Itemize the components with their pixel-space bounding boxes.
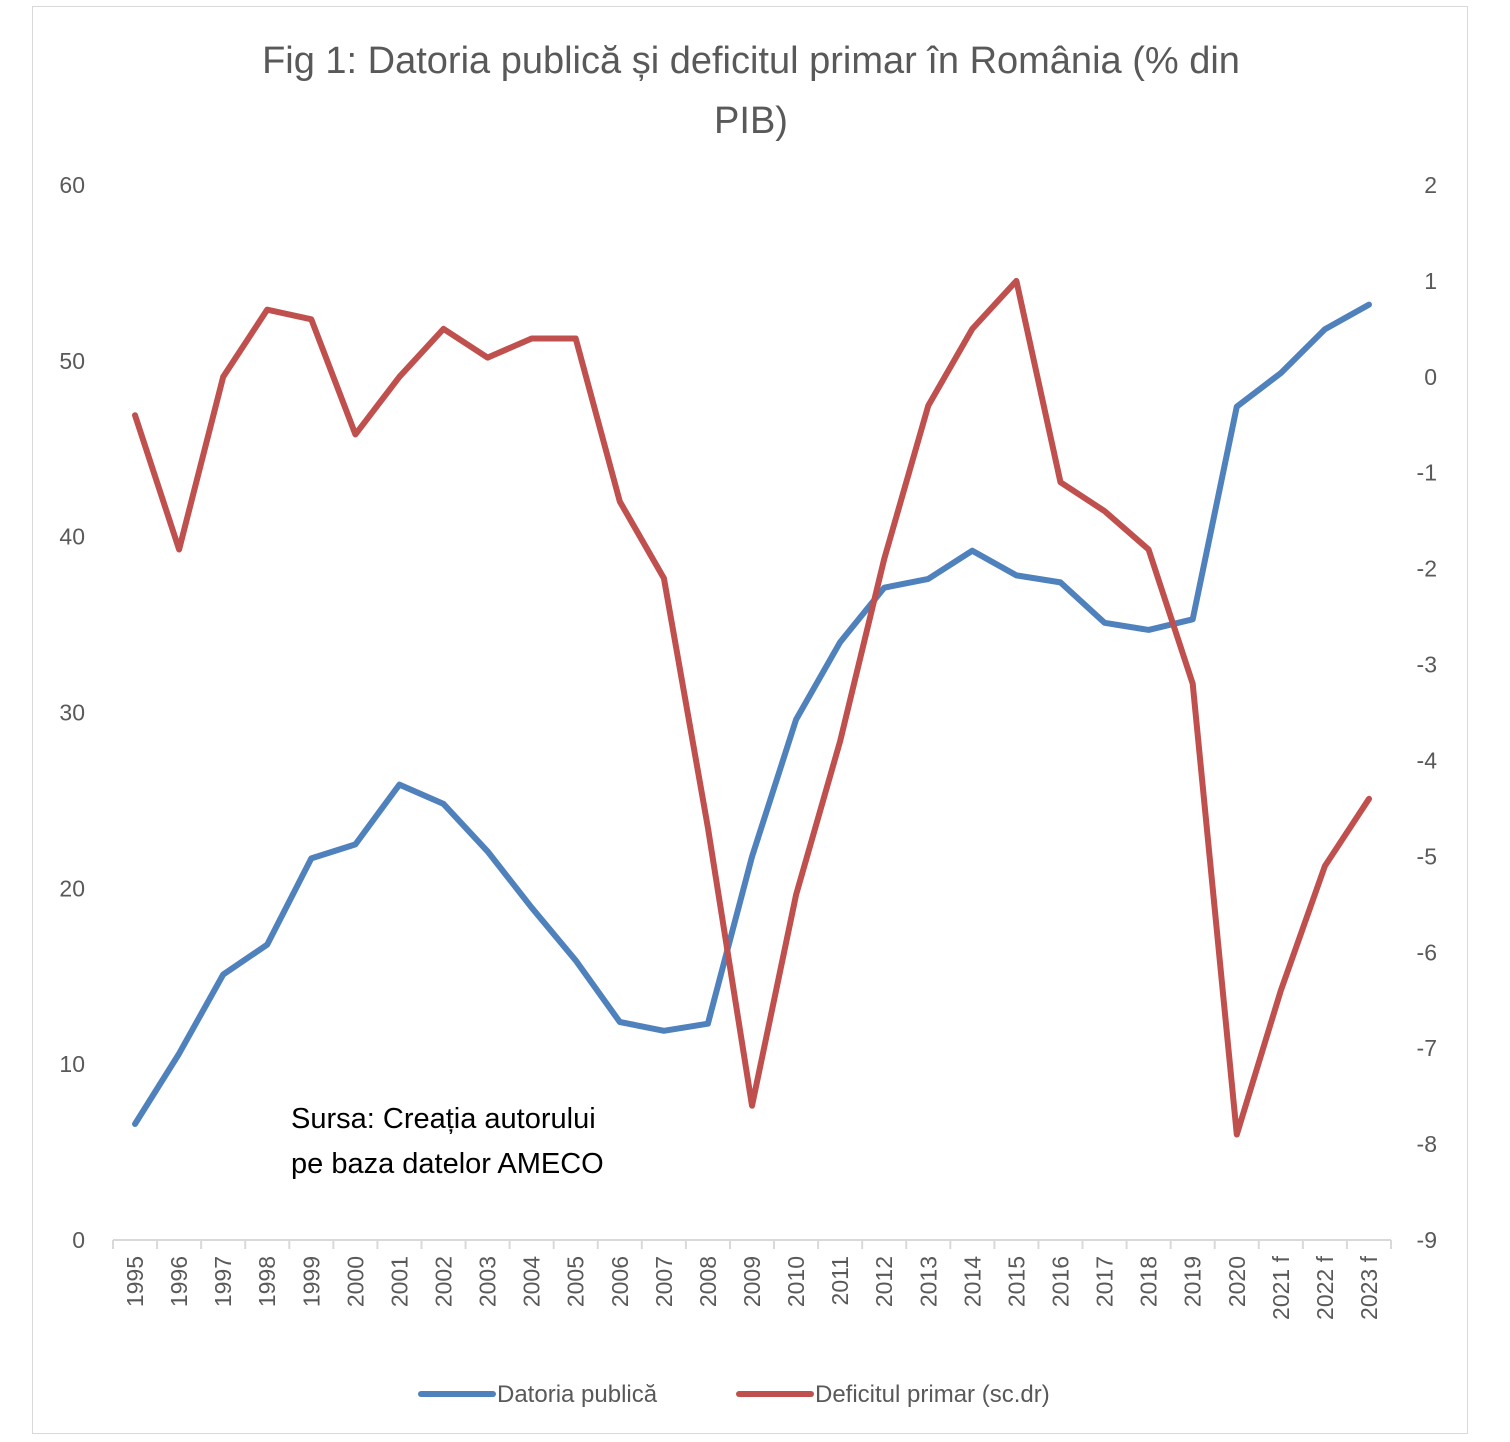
y-right-tick-label: -6	[1417, 939, 1437, 965]
y-right-tick-label: -5	[1417, 843, 1437, 869]
y-left-tick-label: 10	[59, 1051, 85, 1077]
x-tick-label: 2013	[915, 1256, 941, 1307]
x-tick-label: 2003	[475, 1256, 501, 1307]
x-tick-label: 2022 f	[1312, 1255, 1338, 1320]
chart-title-line-2: PIB)	[714, 100, 788, 142]
series-line-deficitul-primar	[132, 277, 1372, 1138]
x-tick-label: 2011	[827, 1256, 853, 1305]
y-right-tick-label: -8	[1417, 1131, 1437, 1157]
x-tick-label: 2004	[519, 1256, 545, 1307]
x-tick-label: 2002	[431, 1256, 457, 1307]
legend-item-deficit-label: Deficitul primar (sc.dr)	[815, 1381, 1050, 1408]
x-tick-label: 2021 f	[1268, 1255, 1294, 1320]
x-tick-label: 2006	[607, 1256, 633, 1307]
x-tick-label: 1999	[298, 1256, 324, 1307]
source-annotation-line-1: Sursa: Creația autorului	[291, 1103, 596, 1135]
y-left-tick-label: 0	[72, 1227, 85, 1253]
x-tick-label: 2020	[1224, 1256, 1250, 1307]
source-annotation: Sursa: Creația autorului pe baza datelor…	[291, 1103, 604, 1180]
chart-title: Fig 1: Datoria publică și deficitul prim…	[262, 40, 1240, 142]
y-right-tick-label: -1	[1417, 460, 1437, 486]
axes: 1995 1996 1997 1998 1999 2000 2001 2002 2003 2004…	[59, 172, 1437, 1320]
x-tick-label: 2008	[695, 1256, 721, 1307]
y-left-tick-label: 30	[59, 700, 85, 726]
x-tick-label: 2017	[1092, 1256, 1118, 1307]
source-annotation-line-2: pe baza datelor AMECO	[291, 1148, 604, 1180]
x-tick-label: 2000	[342, 1256, 368, 1307]
y-right-tick-label: -3	[1417, 652, 1437, 678]
line-chart: Fig 1: Datoria publică și deficitul prim…	[59, 40, 1437, 1408]
x-tick-label: 1995	[122, 1256, 148, 1307]
x-tick-label: 2001	[386, 1256, 412, 1307]
x-tick-label: 2012	[871, 1256, 897, 1307]
x-tick-label: 2023 f	[1356, 1255, 1382, 1320]
x-tick-label: 1996	[166, 1256, 192, 1307]
x-tick-label: 2005	[563, 1256, 589, 1307]
x-tick-label: 2007	[651, 1256, 677, 1307]
x-tick-label: 2016	[1047, 1256, 1073, 1307]
x-tick-label: 2010	[783, 1256, 809, 1307]
y-left-tick-label: 50	[59, 348, 85, 374]
x-tick-label: 2018	[1136, 1256, 1162, 1307]
chart-title-line-1: Fig 1: Datoria publică și deficitul prim…	[262, 40, 1240, 82]
series-line-datoria-publica	[132, 301, 1372, 1127]
y-right-tick-label: -9	[1417, 1227, 1437, 1253]
y-right-tick-label: 0	[1424, 364, 1437, 390]
x-tick-label: 2014	[959, 1256, 985, 1307]
chart-frame: Fig 1: Datoria publică și deficitul prim…	[32, 6, 1468, 1434]
y-right-tick-label: 2	[1424, 172, 1437, 198]
legend: Datoria publică Deficitul primar (sc.dr)	[418, 1381, 1050, 1408]
series-layer	[132, 277, 1372, 1138]
x-tick-label: 2009	[739, 1256, 765, 1307]
x-tick-label: 2019	[1180, 1256, 1206, 1307]
y-right-tick-label: -2	[1417, 556, 1437, 582]
y-right-tick-label: -7	[1417, 1035, 1437, 1061]
x-tick-label: 2015	[1003, 1256, 1029, 1307]
y-right-tick-label: 1	[1424, 268, 1437, 294]
y-left-tick-label: 20	[59, 875, 85, 901]
x-tick-label: 1998	[254, 1256, 280, 1307]
legend-item-datoria-label: Datoria publică	[497, 1381, 658, 1408]
y-right-tick-label: -4	[1417, 747, 1438, 773]
y-left-tick-label: 60	[59, 172, 85, 198]
y-left-tick-label: 40	[59, 524, 85, 550]
x-tick-label: 1997	[210, 1256, 236, 1307]
